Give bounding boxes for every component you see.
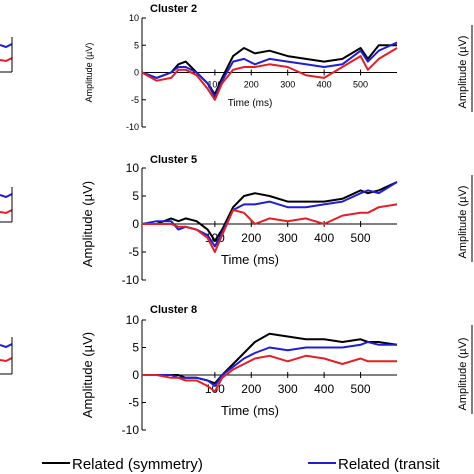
x-tick-label: 400	[314, 231, 334, 245]
panel-title: Cluster 5	[150, 154, 197, 166]
y-axis-label: Amplitude (µV)	[84, 43, 94, 103]
y-tick-label: 0	[132, 368, 139, 382]
partial-series-line	[0, 209, 13, 215]
series-line	[141, 47, 398, 101]
y-tick-label: -5	[128, 396, 139, 410]
y-tick-label: -5	[131, 95, 139, 105]
partial-series-line	[0, 43, 13, 49]
x-tick-label: 100	[207, 80, 222, 90]
y-axis-label: Amplitude (µV)	[80, 181, 95, 267]
y-tick-label: 10	[126, 161, 140, 175]
y-tick-label: -10	[122, 423, 140, 437]
y-axis-label: Amplitude (µV)	[80, 332, 95, 418]
partial-y-axis-label: Amplitude (µV)	[457, 36, 469, 109]
series-line	[141, 181, 398, 248]
partial-y-axis-label: Amplitude (µV)	[457, 338, 469, 411]
partial-series-line	[0, 343, 13, 349]
series-line	[142, 181, 398, 242]
partial-series-line	[0, 193, 13, 199]
cluster-panel: Cluster 8 -10 -5 0 5 10 100 200 300 400 500 Time (m…	[80, 304, 398, 437]
y-tick-label: -5	[128, 245, 139, 259]
x-tick-label: 500	[351, 382, 371, 396]
series-line	[142, 332, 398, 385]
panel-title: Cluster 8	[150, 304, 197, 316]
x-tick-label: 300	[278, 231, 298, 245]
x-tick-label: 400	[314, 382, 334, 396]
x-tick-label: 200	[244, 80, 259, 90]
series-line	[142, 354, 397, 393]
legend-label-symmetry: Related (symmetry)	[72, 456, 203, 473]
x-tick-label: 400	[317, 80, 332, 90]
y-tick-label: 5	[132, 341, 139, 355]
y-tick-label: 0	[132, 217, 139, 231]
cropped-neighbor-panels: Amplitude (µV) Amplitude (µV) Amplitude (µ…	[0, 25, 473, 414]
x-tick-label: 500	[351, 231, 371, 245]
y-tick-label: 0	[134, 68, 139, 78]
x-tick-label: 200	[241, 231, 261, 245]
x-tick-label: 300	[280, 80, 295, 90]
legend-label-transition: Related (transit	[338, 456, 441, 473]
series-line	[142, 203, 398, 253]
x-axis-label: Time (ms)	[221, 252, 279, 267]
series-line	[141, 44, 397, 96]
y-tick-label: 5	[134, 40, 139, 50]
y-tick-label: 10	[126, 313, 140, 327]
panel-title: Cluster 2	[150, 3, 197, 15]
cluster-panel: Cluster 2 -10 -5 0 5 10 100 200 300 400 500 Time (m…	[84, 3, 398, 132]
x-tick-label: 100	[205, 382, 225, 396]
y-tick-label: 5	[132, 189, 139, 203]
x-tick-label: 500	[353, 80, 368, 90]
x-axis-label: Time (ms)	[221, 403, 279, 418]
y-tick-label: -10	[122, 273, 140, 287]
legend: Related (symmetry) Related (transit	[42, 456, 441, 473]
x-tick-label: 300	[278, 382, 298, 396]
y-tick-label: 10	[129, 13, 139, 23]
x-axis-label: Time (ms)	[228, 98, 273, 109]
partial-series-line	[0, 357, 13, 363]
y-tick-label: -10	[126, 122, 139, 132]
partial-y-axis-label: Amplitude (µV)	[457, 186, 469, 259]
partial-series-line	[0, 57, 13, 63]
series-line	[141, 41, 398, 98]
x-tick-label: 200	[241, 382, 261, 396]
